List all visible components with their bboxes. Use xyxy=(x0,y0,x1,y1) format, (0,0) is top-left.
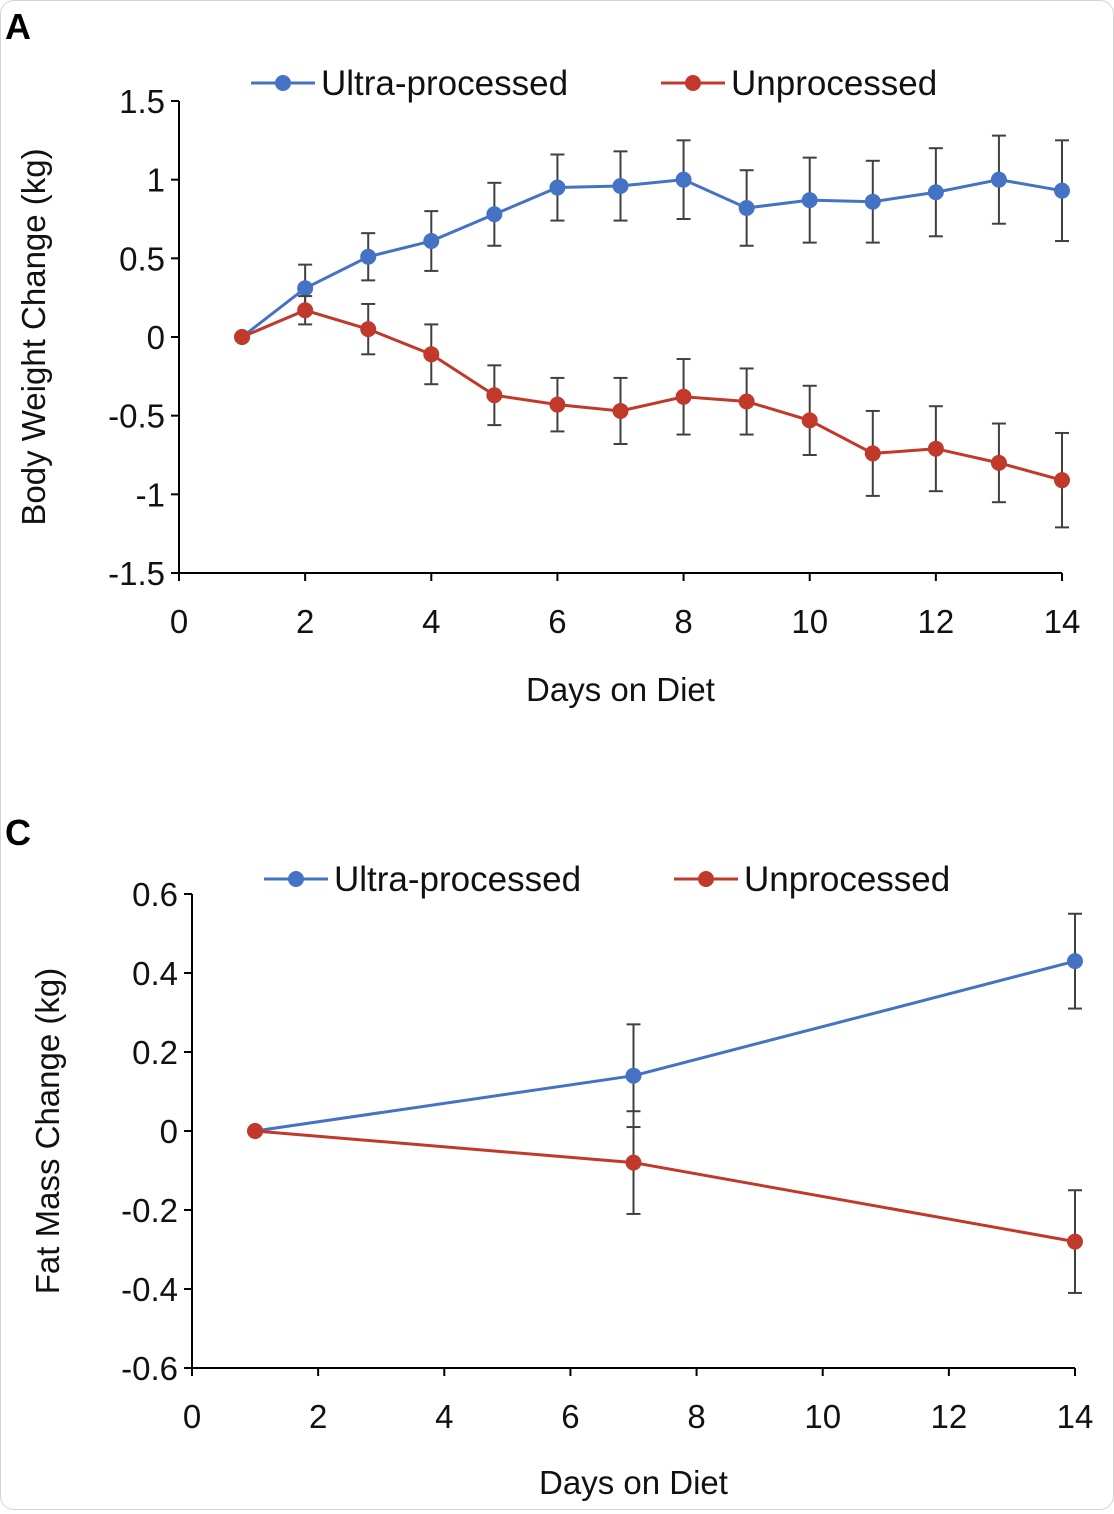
legend-item: Unprocessed xyxy=(674,860,950,899)
x-tick-label: 6 xyxy=(561,1398,579,1435)
x-tick-label: 10 xyxy=(804,1398,841,1435)
legend-item: Ultra-processed xyxy=(251,64,568,103)
data-point xyxy=(675,388,692,405)
data-point xyxy=(549,179,566,196)
y-tick-label: 0.2 xyxy=(132,1034,178,1071)
y-tick-label: 0.5 xyxy=(119,240,165,277)
data-point xyxy=(625,1154,642,1171)
legend-swatch-marker xyxy=(685,75,701,91)
data-point xyxy=(297,280,314,297)
legend-label: Ultra-processed xyxy=(321,64,568,103)
y-tick-label: 0.4 xyxy=(132,955,178,992)
x-tick-label: 12 xyxy=(917,603,954,640)
x-tick-label: 2 xyxy=(309,1398,327,1435)
y-tick-label: -0.4 xyxy=(121,1271,178,1308)
y-tick-label: 0.6 xyxy=(132,876,178,913)
data-point xyxy=(801,192,818,209)
data-point xyxy=(738,199,755,216)
data-point xyxy=(423,346,440,363)
legend-swatch-marker xyxy=(288,871,304,887)
y-axis-title: Fat Mass Change (kg) xyxy=(29,968,66,1294)
x-tick-label: 8 xyxy=(674,603,692,640)
data-point xyxy=(612,402,629,419)
legend-label: Unprocessed xyxy=(744,860,950,899)
x-tick-label: 0 xyxy=(170,603,188,640)
data-point xyxy=(486,206,503,223)
data-point xyxy=(864,445,881,462)
series-unprocessed xyxy=(247,1110,1083,1294)
series-line xyxy=(241,178,1063,339)
y-tick-label: 1 xyxy=(147,162,165,199)
data-point xyxy=(625,1067,642,1084)
data-point xyxy=(1067,953,1083,970)
y-tick-label: -0.6 xyxy=(121,1350,178,1387)
x-tick-label: 0 xyxy=(183,1398,201,1435)
legend-label: Unprocessed xyxy=(731,64,937,103)
data-point xyxy=(675,171,692,188)
data-point xyxy=(234,329,251,345)
data-point xyxy=(927,184,944,201)
x-tick-label: 8 xyxy=(687,1398,705,1435)
legend-item: Ultra-processed xyxy=(264,860,581,899)
y-tick-label: -0.2 xyxy=(121,1192,178,1229)
data-point xyxy=(864,193,881,210)
x-tick-label: 4 xyxy=(422,603,440,640)
data-point xyxy=(360,321,377,338)
legend-swatch-marker xyxy=(275,75,291,91)
x-tick-label: 12 xyxy=(930,1398,967,1435)
data-point xyxy=(297,302,314,319)
data-point xyxy=(1054,472,1070,489)
x-tick-label: 14 xyxy=(1044,603,1081,640)
x-tick-label: 10 xyxy=(791,603,828,640)
x-tick-label: 6 xyxy=(548,603,566,640)
series-line xyxy=(241,308,1063,482)
y-tick-label: -1.5 xyxy=(108,555,165,592)
data-point xyxy=(612,177,629,194)
panel-label: C xyxy=(5,812,31,853)
data-point xyxy=(738,393,755,410)
legend-swatch-marker xyxy=(698,871,714,887)
legend-label: Ultra-processed xyxy=(334,860,581,899)
data-point xyxy=(990,171,1007,188)
y-tick-label: 0 xyxy=(160,1113,178,1150)
data-point xyxy=(423,233,440,250)
x-axis-title: Days on Diet xyxy=(539,1464,728,1501)
panel-label: A xyxy=(5,6,31,47)
series-unprocessed xyxy=(234,295,1070,529)
data-point xyxy=(927,440,944,457)
data-point xyxy=(801,412,818,429)
y-tick-label: 1.5 xyxy=(119,83,165,120)
legend-item: Unprocessed xyxy=(661,64,937,103)
y-tick-label: 0 xyxy=(147,319,165,356)
series-line xyxy=(254,1129,1076,1244)
data-point xyxy=(990,454,1007,471)
y-tick-label: -1 xyxy=(136,476,165,513)
y-tick-label: -0.5 xyxy=(108,398,165,435)
x-tick-label: 14 xyxy=(1057,1398,1094,1435)
x-tick-label: 4 xyxy=(435,1398,453,1435)
series-ultra-processed xyxy=(247,912,1083,1139)
data-point xyxy=(1067,1233,1083,1250)
y-axis-title: Body Weight Change (kg) xyxy=(15,148,52,525)
x-axis-title: Days on Diet xyxy=(526,671,715,708)
data-point xyxy=(360,248,377,265)
data-point xyxy=(486,387,503,404)
x-tick-label: 2 xyxy=(296,603,314,640)
series-ultra-processed xyxy=(234,134,1070,345)
data-point xyxy=(1054,182,1070,199)
data-point xyxy=(549,396,566,413)
series-line xyxy=(254,959,1076,1133)
data-point xyxy=(247,1123,264,1139)
